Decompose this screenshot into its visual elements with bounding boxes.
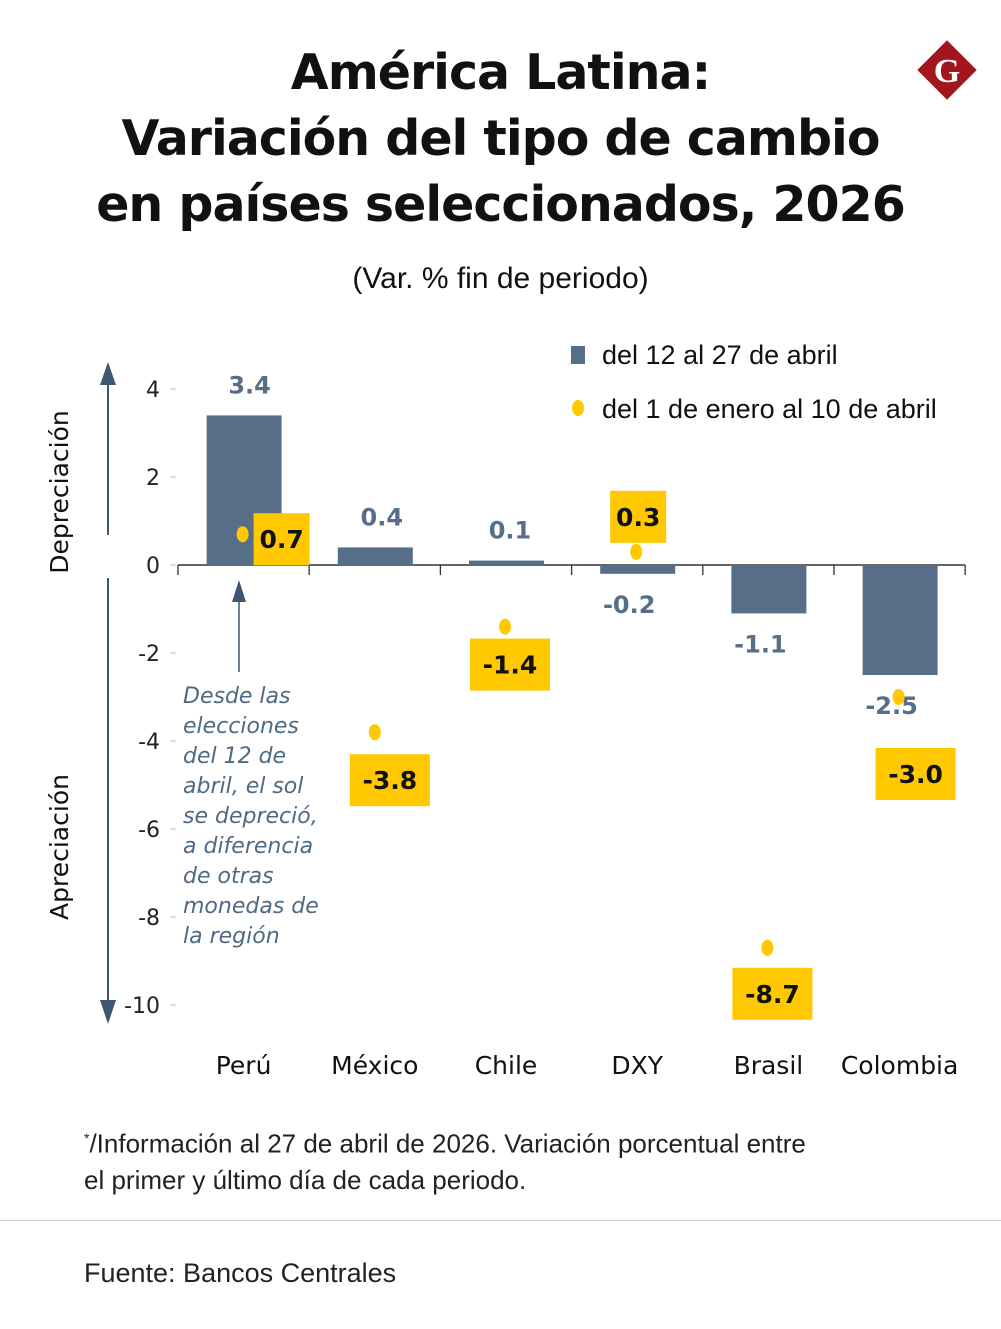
- x-category-label: México: [331, 1051, 418, 1080]
- dot-value-label: -1.4: [483, 651, 538, 680]
- x-category-label: Chile: [475, 1051, 538, 1080]
- dot-marker: [892, 689, 905, 705]
- svg-text:G: G: [934, 53, 960, 90]
- y-axis-label-depreciation: Depreciación: [45, 410, 74, 573]
- annotation-line: monedas de: [183, 894, 319, 919]
- arrow-down-icon: [100, 1000, 116, 1024]
- bar-value-label: 3.4: [228, 371, 271, 399]
- x-category-label: DXY: [611, 1051, 663, 1080]
- bar-méxico: [337, 547, 413, 565]
- annotation-line: a diferencia: [183, 834, 314, 859]
- y-tick-label: 2: [146, 466, 160, 491]
- value-box: [349, 754, 430, 807]
- annotation-line: se depreció,: [183, 804, 318, 829]
- bar-chile: [469, 560, 544, 565]
- footnote-line: /Información al 27 de abril de 2026. Var…: [89, 1128, 806, 1159]
- y-tick-label: -2: [138, 642, 160, 667]
- dot-value-label: -8.7: [745, 980, 800, 1009]
- legend-bar-swatch: [571, 346, 585, 364]
- dot-marker: [499, 618, 511, 635]
- source: Fuente: Bancos Centrales: [84, 1258, 397, 1288]
- gestion-logo-icon: G: [917, 40, 977, 100]
- y-tick-label: -4: [138, 730, 160, 755]
- value-box: [253, 513, 310, 566]
- dot-value-label: 0.3: [616, 503, 660, 532]
- annotation-line: Desde las: [183, 684, 291, 709]
- y-tick-label: -10: [124, 994, 160, 1019]
- value-box: [610, 490, 667, 543]
- y-tick-label: -6: [138, 818, 160, 843]
- legend-dot-swatch: [572, 400, 584, 416]
- legend-bar-label: del 12 al 27 de abril: [602, 340, 838, 370]
- bar-value-label: -2.5: [865, 692, 917, 720]
- bar-value-label: -0.2: [603, 591, 655, 619]
- value-box: [732, 967, 813, 1020]
- bar-value-label: 0.4: [361, 503, 404, 531]
- annotation-arrow-icon: [232, 580, 246, 602]
- footnote: */Información al 27 de abril de 2026. Va…: [84, 1120, 806, 1198]
- bar-value-label: -1.1: [734, 630, 786, 658]
- chart-subtitle: (Var. % fin de periodo): [352, 262, 649, 295]
- bar-value-label: 0.1: [489, 517, 532, 545]
- y-tick-label: -8: [138, 906, 160, 931]
- bar-brasil: [731, 565, 807, 614]
- footnote-mark: *: [84, 1130, 90, 1146]
- dot-value-label: 0.7: [259, 525, 303, 554]
- legend-dot-label: del 1 de enero al 10 de abril: [602, 394, 937, 424]
- arrow-up-icon: [100, 362, 116, 385]
- bar-dxy: [600, 565, 676, 574]
- footnote-line: el primer y último día de cada periodo.: [84, 1164, 527, 1195]
- annotation: Desde las elecciones del 12 de abril, el…: [183, 682, 319, 952]
- annotation-line: de otras: [183, 864, 274, 889]
- dot-marker: [630, 543, 643, 560]
- value-box: [875, 748, 956, 800]
- dot-marker: [236, 526, 249, 543]
- dot-marker: [761, 939, 774, 956]
- x-category-label: Brasil: [734, 1051, 804, 1080]
- y-axis-label-appreciation: Apreciación: [45, 774, 74, 920]
- x-category-label: Perú: [216, 1051, 272, 1080]
- dot-value-label: -3.0: [888, 760, 943, 789]
- title-line: América Latina:: [290, 44, 711, 101]
- x-category-label: Colombia: [841, 1051, 958, 1080]
- title-line: Variación del tipo de cambio: [121, 110, 880, 167]
- title-line: en países seleccionados, 2026: [96, 176, 906, 233]
- annotation-line: del 12 de: [183, 744, 287, 769]
- dot-value-label: -3.8: [362, 766, 417, 795]
- value-box: [470, 638, 550, 691]
- annotation-line: abril, el sol: [183, 774, 304, 799]
- dot-marker: [368, 724, 381, 741]
- y-tick-label: 0: [146, 554, 160, 579]
- bar-colombia: [862, 565, 938, 675]
- divider: [0, 1220, 1001, 1221]
- annotation-line: la región: [183, 924, 280, 949]
- chart-title: América Latina: Variación del tipo de ca…: [0, 40, 1001, 238]
- y-tick-label: 4: [146, 378, 160, 403]
- annotation-line: elecciones: [183, 714, 299, 739]
